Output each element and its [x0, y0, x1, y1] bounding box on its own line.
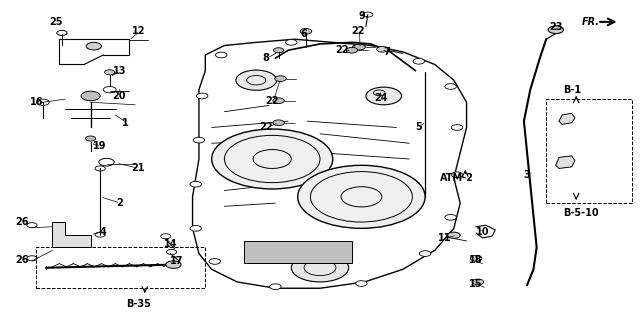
- Circle shape: [366, 87, 401, 105]
- Polygon shape: [244, 241, 352, 263]
- Text: 22: 22: [335, 45, 349, 55]
- Text: 21: 21: [132, 163, 145, 173]
- Circle shape: [346, 47, 358, 53]
- Circle shape: [236, 70, 276, 90]
- Circle shape: [356, 281, 367, 286]
- Circle shape: [548, 26, 563, 33]
- Text: 1: 1: [122, 118, 129, 128]
- Text: FR.: FR.: [582, 17, 600, 27]
- Circle shape: [196, 93, 208, 99]
- Circle shape: [273, 48, 284, 53]
- Circle shape: [86, 42, 101, 50]
- Circle shape: [419, 251, 431, 256]
- Text: 24: 24: [374, 93, 387, 102]
- Text: B-5-10: B-5-10: [563, 208, 599, 218]
- Text: 12: 12: [132, 26, 145, 36]
- Text: 13: 13: [113, 66, 126, 76]
- Text: 14: 14: [163, 239, 177, 249]
- Text: 10: 10: [476, 226, 489, 237]
- Text: 26: 26: [15, 255, 29, 265]
- Text: 6: 6: [301, 30, 307, 39]
- Circle shape: [273, 98, 284, 104]
- Text: 8: 8: [262, 53, 269, 63]
- Circle shape: [413, 59, 424, 64]
- Circle shape: [353, 44, 364, 50]
- Text: B-1: B-1: [563, 85, 580, 95]
- Circle shape: [354, 44, 365, 50]
- Circle shape: [104, 70, 115, 75]
- Circle shape: [166, 261, 181, 268]
- Text: 26: 26: [15, 217, 29, 227]
- Text: 22: 22: [259, 122, 273, 133]
- Text: B-35: B-35: [126, 299, 151, 309]
- Polygon shape: [556, 156, 575, 169]
- Polygon shape: [52, 222, 91, 247]
- Circle shape: [447, 232, 460, 238]
- Circle shape: [445, 214, 456, 220]
- Circle shape: [209, 259, 221, 264]
- Circle shape: [377, 46, 388, 52]
- Text: 22: 22: [351, 26, 365, 36]
- Text: 18: 18: [469, 255, 483, 265]
- Text: 16: 16: [29, 97, 43, 107]
- Text: 3: 3: [524, 170, 531, 180]
- Text: ATM-2: ATM-2: [440, 173, 474, 183]
- Text: 4: 4: [100, 226, 107, 237]
- Circle shape: [273, 120, 284, 126]
- Text: 19: 19: [93, 142, 107, 151]
- Text: 2: 2: [116, 198, 123, 208]
- Circle shape: [212, 129, 333, 189]
- Circle shape: [285, 39, 297, 45]
- Text: 22: 22: [266, 96, 279, 106]
- Circle shape: [300, 29, 312, 34]
- Circle shape: [451, 125, 463, 130]
- Circle shape: [275, 76, 286, 81]
- Polygon shape: [559, 113, 575, 124]
- Circle shape: [269, 284, 281, 289]
- Text: 23: 23: [549, 22, 563, 31]
- Text: 7: 7: [383, 47, 390, 57]
- Text: 25: 25: [49, 17, 62, 27]
- Text: 5: 5: [415, 122, 422, 133]
- Text: 17: 17: [170, 256, 184, 266]
- Text: 20: 20: [113, 91, 126, 101]
- Circle shape: [298, 165, 425, 228]
- Circle shape: [291, 253, 349, 282]
- Circle shape: [216, 52, 227, 58]
- Circle shape: [451, 172, 463, 177]
- Circle shape: [81, 91, 100, 101]
- Circle shape: [193, 137, 205, 143]
- Text: 9: 9: [358, 10, 365, 21]
- Circle shape: [470, 255, 482, 261]
- Text: 15: 15: [469, 279, 483, 288]
- Circle shape: [190, 181, 202, 187]
- Circle shape: [86, 136, 96, 141]
- Circle shape: [445, 84, 456, 89]
- Circle shape: [190, 225, 202, 231]
- Circle shape: [472, 279, 484, 285]
- Text: 11: 11: [438, 233, 451, 243]
